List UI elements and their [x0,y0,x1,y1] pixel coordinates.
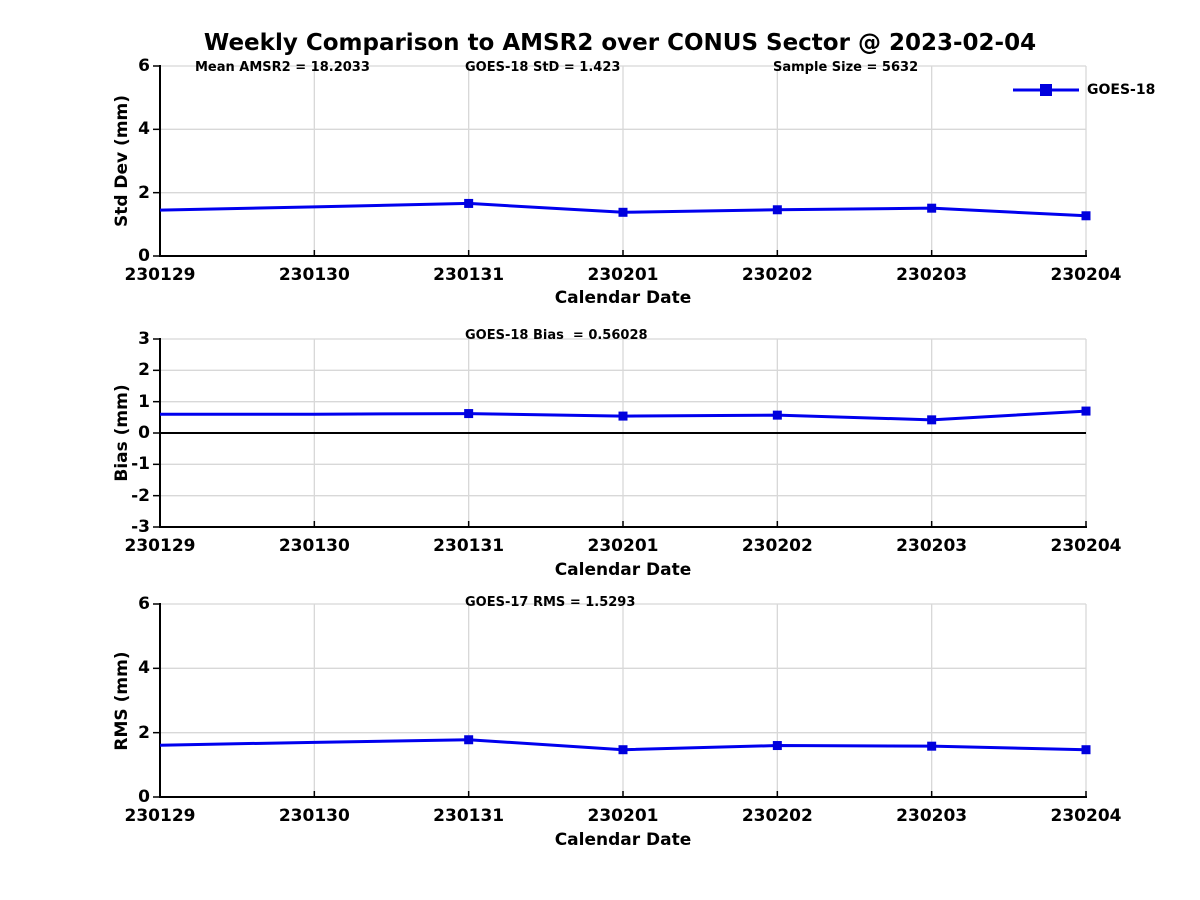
x-tick-label: 230129 [124,536,196,556]
x-tick-label: 230202 [741,536,813,556]
data-point-marker [464,735,474,745]
data-point-marker [1081,745,1091,755]
subplot-1 [153,65,1091,257]
y-tick-label: 2 [138,722,150,743]
y-tick-label: 1 [138,391,150,412]
annotation: Mean AMSR2 = 18.2033 [195,60,370,75]
x-tick-label: 230201 [587,265,659,285]
x-tick-label: 230129 [124,265,196,285]
y-axis-label: Bias (mm) [112,384,132,482]
data-point-marker [927,415,937,425]
y-tick-label: -3 [131,517,150,537]
x-tick-label: 230201 [587,536,659,556]
data-point-marker [1081,406,1091,416]
y-tick-label: 6 [138,56,150,76]
y-axis-label: Std Dev (mm) [112,94,132,228]
y-tick-label: -1 [131,454,150,475]
subplot-3 [153,603,1091,798]
x-tick-label: 230131 [433,536,505,556]
y-tick-label: 4 [138,119,150,140]
y-tick-label: 0 [138,246,150,266]
x-tick-label: 230130 [278,536,350,556]
y-tick-label: 2 [138,360,150,381]
data-point-marker [1081,211,1091,221]
data-point-marker [927,203,937,213]
x-tick-label: 230129 [124,806,196,826]
y-axis-label: RMS (mm) [112,650,132,751]
x-tick-label: 230203 [896,536,968,556]
data-point-marker [772,205,782,215]
x-tick-label: 230204 [1050,265,1122,285]
x-tick-label: 230202 [741,265,813,285]
annotation: GOES-17 RMS = 1.5293 [465,595,636,610]
x-tick-label: 230130 [278,806,350,826]
y-tick-label: 4 [138,658,150,679]
y-tick-label: 0 [138,423,150,443]
y-tick-label: 3 [138,329,150,349]
y-tick-label: 0 [138,787,150,807]
legend-label: GOES-18 [1087,82,1156,98]
annotation: GOES-18 Bias = 0.56028 [465,328,648,343]
y-tick-label: 2 [138,182,150,203]
data-point-marker [464,198,474,208]
y-tick-label: 6 [138,594,150,614]
annotation: GOES-18 StD = 1.423 [465,60,621,75]
data-point-marker [464,409,474,419]
x-tick-label: 230130 [278,265,350,285]
x-tick-label: 230203 [896,806,968,826]
data-point-marker [927,741,937,751]
x-axis-label: Calendar Date [554,830,692,850]
x-tick-label: 230201 [587,806,659,826]
x-tick-label: 230203 [896,265,968,285]
data-point-marker [618,207,628,217]
x-tick-label: 230202 [741,806,813,826]
y-tick-label: -2 [131,485,150,506]
data-point-marker [772,410,782,420]
x-axis-label: Calendar Date [554,288,692,308]
x-tick-label: 230204 [1050,806,1122,826]
x-axis-label: Calendar Date [554,560,692,580]
chart-title: Weekly Comparison to AMSR2 over CONUS Se… [203,30,1037,56]
x-tick-label: 230204 [1050,536,1122,556]
subplot-2 [153,338,1091,528]
data-point-marker [618,745,628,755]
legend-line-marker-icon [1013,84,1079,96]
x-tick-label: 230131 [433,806,505,826]
data-point-marker [772,741,782,751]
legend: GOES-18 [1013,79,1155,101]
x-tick-label: 230131 [433,265,505,285]
data-point-marker [618,411,628,421]
annotation: Sample Size = 5632 [773,60,919,75]
